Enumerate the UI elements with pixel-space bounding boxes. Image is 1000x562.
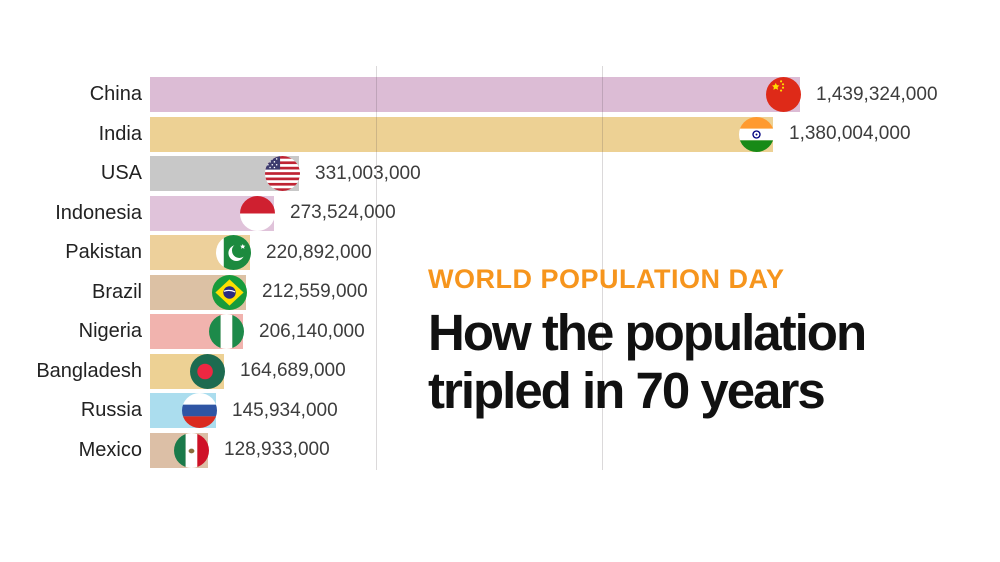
population-bar [150,432,209,468]
china-flag-icon [766,77,801,113]
pakistan-flag-icon [216,235,251,271]
country-label: Indonesia [55,201,142,224]
nigeria-flag-icon [209,314,244,350]
bar-row-china: China 1,439,324,000 [0,75,1000,115]
bar-track: 128,933,000 [150,431,1000,471]
country-label: Pakistan [65,241,142,264]
country-label: Brazil [91,280,142,303]
value-label: 206,140,000 [259,320,365,342]
bar-row-usa: USA 331,003,000 [0,154,1000,194]
title-block: WORLD POPULATION DAY How the population … [428,264,867,420]
country-label: Russia [80,399,142,422]
value-label: 128,933,000 [224,439,330,461]
bar-row-indonesia: Indonesia 273,524,000 [0,194,1000,234]
population-bar [150,116,774,152]
bar-row-pakistan: Pakistan 220,892,000 [0,233,1000,273]
country-label: USA [100,162,142,185]
headline-line-1: How the population [428,304,867,361]
value-label: 273,524,000 [290,202,396,224]
population-bar [150,314,244,350]
bar-row-nigeria: Nigeria 206,140,000 [0,312,1000,352]
bar-row-mexico: Mexico 128,933,000 [0,431,1000,471]
bar-track: 1,439,324,000 [150,75,1000,115]
country-label: China [89,83,142,106]
country-label: India [98,122,142,145]
bar-track: 145,934,000 [150,391,1000,431]
headline-line-2: tripled in 70 years [428,362,826,419]
usa-flag-icon [265,156,300,192]
bar-track: 206,140,000 [150,312,1000,352]
value-label: 220,892,000 [266,241,372,263]
bar-row-bangladesh: Bangladesh 164,689,000 [0,352,1000,392]
main-headline: How the population tripled in 70 years [428,304,867,420]
value-label: 164,689,000 [240,360,346,382]
country-label: Mexico [78,438,142,461]
value-label: 1,380,004,000 [789,123,911,145]
india-flag-icon [739,116,774,152]
population-bar [150,195,275,231]
bar-track: 220,892,000 [150,233,1000,273]
mexico-flag-icon [174,432,209,468]
indonesia-flag-icon [240,195,275,231]
country-label: Nigeria [78,320,142,343]
bar-track: 273,524,000 [150,194,1000,234]
population-bar [150,393,217,429]
bar-row-india: India 1,380,004,000 [0,115,1000,155]
bar-track: 212,559,000 [150,273,1000,313]
population-bar [150,77,801,113]
value-label: 212,559,000 [262,281,368,303]
kicker-title: WORLD POPULATION DAY [428,264,785,294]
population-bar [150,353,225,389]
population-bar [150,235,251,271]
bar-row-russia: Russia 145,934,000 [0,391,1000,431]
value-label: 1,439,324,000 [816,83,938,105]
bar-track: 164,689,000 [150,352,1000,392]
bar-row-brazil: Brazil 212,559,000 [0,273,1000,313]
bar-track: 1,380,004,000 [150,115,1000,155]
value-label: 331,003,000 [315,162,421,184]
country-label: Bangladesh [36,359,142,382]
bar-rows: China 1,439,324,000 India [0,75,1000,470]
bangladesh-flag-icon [190,353,225,389]
bar-track: 331,003,000 [150,154,1000,194]
brazil-flag-icon [212,274,247,310]
population-bar [150,274,247,310]
value-label: 145,934,000 [232,399,338,421]
russia-flag-icon [182,393,217,429]
population-bar [150,156,300,192]
